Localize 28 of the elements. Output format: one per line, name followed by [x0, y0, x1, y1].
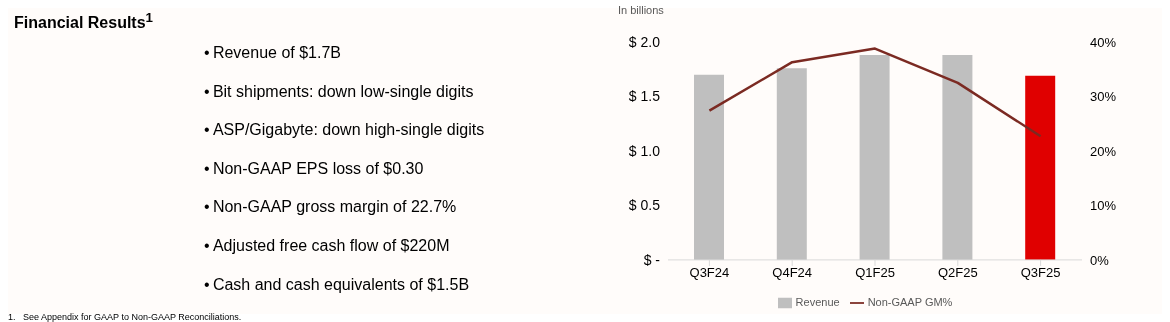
x-tick-label: Q3F24 — [689, 265, 730, 281]
y-tick-label: $ 1.5 — [628, 88, 661, 105]
x-tick-label: Q4F24 — [772, 265, 813, 281]
text: • Adjusted free cash flow of $220M — [204, 235, 451, 256]
x-tick-label: Q2F25 — [937, 265, 978, 281]
y-tick-label: $ - — [643, 251, 661, 268]
text: • Non-GAAP gross margin of 22.7% — [204, 197, 458, 218]
y-axis-title: In billions — [618, 4, 664, 16]
text: Financial Results$^{1}$ — [14, 10, 154, 33]
y2-tick-label: 30% — [1090, 89, 1117, 105]
legend-label: Revenue — [795, 295, 840, 308]
y-tick-label: $ 1.0 — [628, 142, 661, 159]
line-series — [708, 47, 1042, 138]
y2-tick-label: 40% — [1090, 34, 1117, 50]
y2-tick-label: 0% — [1090, 252, 1110, 268]
text: • ASP/Gigabyte: down high-single digits — [204, 120, 485, 141]
legend-label: Non-GAAP GM% — [867, 295, 953, 308]
y2-tick-label: 20% — [1090, 143, 1117, 159]
text: • Non-GAAP EPS loss of $0.30 — [204, 158, 425, 179]
y2-tick-label: 10% — [1090, 198, 1117, 214]
x-tick-label: Q3F25 — [1020, 265, 1061, 281]
y-tick-label: $ 2.0 — [628, 33, 661, 50]
text: 1. See Appendix for GAAP to Non-GAAP Reconciliations. — [8, 312, 242, 322]
y-tick-label: $ 0.5 — [628, 197, 661, 214]
text: • Revenue of $1.7B — [204, 43, 342, 63]
text: • Cash and cash equivalents of $1.5B — [204, 274, 471, 295]
x-tick-label: Q1F25 — [855, 265, 895, 281]
text: • Bit shipments: down low-single digits — [204, 81, 475, 102]
